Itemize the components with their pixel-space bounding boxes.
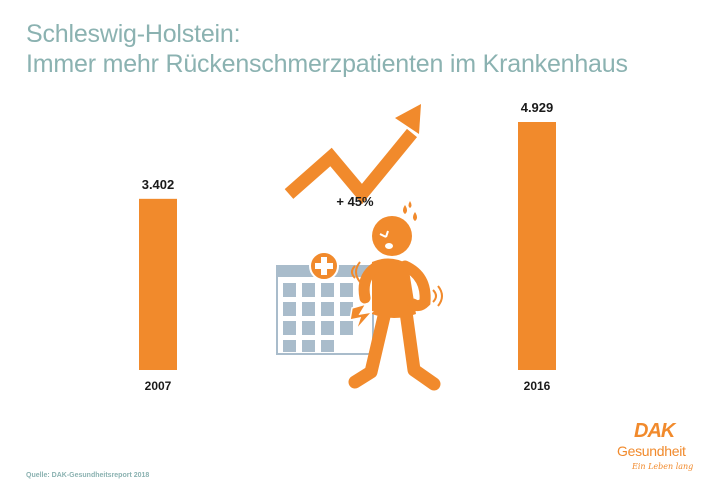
logo-brand: DAK [634,420,675,442]
trend-up-arrow-icon [284,104,421,205]
back-pain-person-icon [348,201,443,391]
source-note: Quelle: DAK-Gesundheitsreport 2018 [26,472,150,479]
change-label: + 45% [336,194,374,209]
title-line-1: Schleswig-Holstein: [26,20,241,48]
chart-title: Schleswig-Holstein: Immer mehr Rückensch… [26,20,628,79]
title-line-2: Immer mehr Rückenschmerzpatienten im Kra… [26,49,628,78]
category-label-2007: 2007 [145,379,172,393]
logo-tagline: Ein Leben lang [632,462,694,471]
bar-2007 [139,198,177,370]
logo-name: Gesundheit [617,443,686,459]
value-label-2016: 4.929 [521,100,554,115]
medical-cross-icon [309,251,339,281]
category-label-2016: 2016 [524,379,551,393]
value-label-2007: 3.402 [142,177,175,192]
dak-logo: DAK Gesundheit Ein Leben lang [616,420,696,484]
bar-2016 [518,122,556,370]
